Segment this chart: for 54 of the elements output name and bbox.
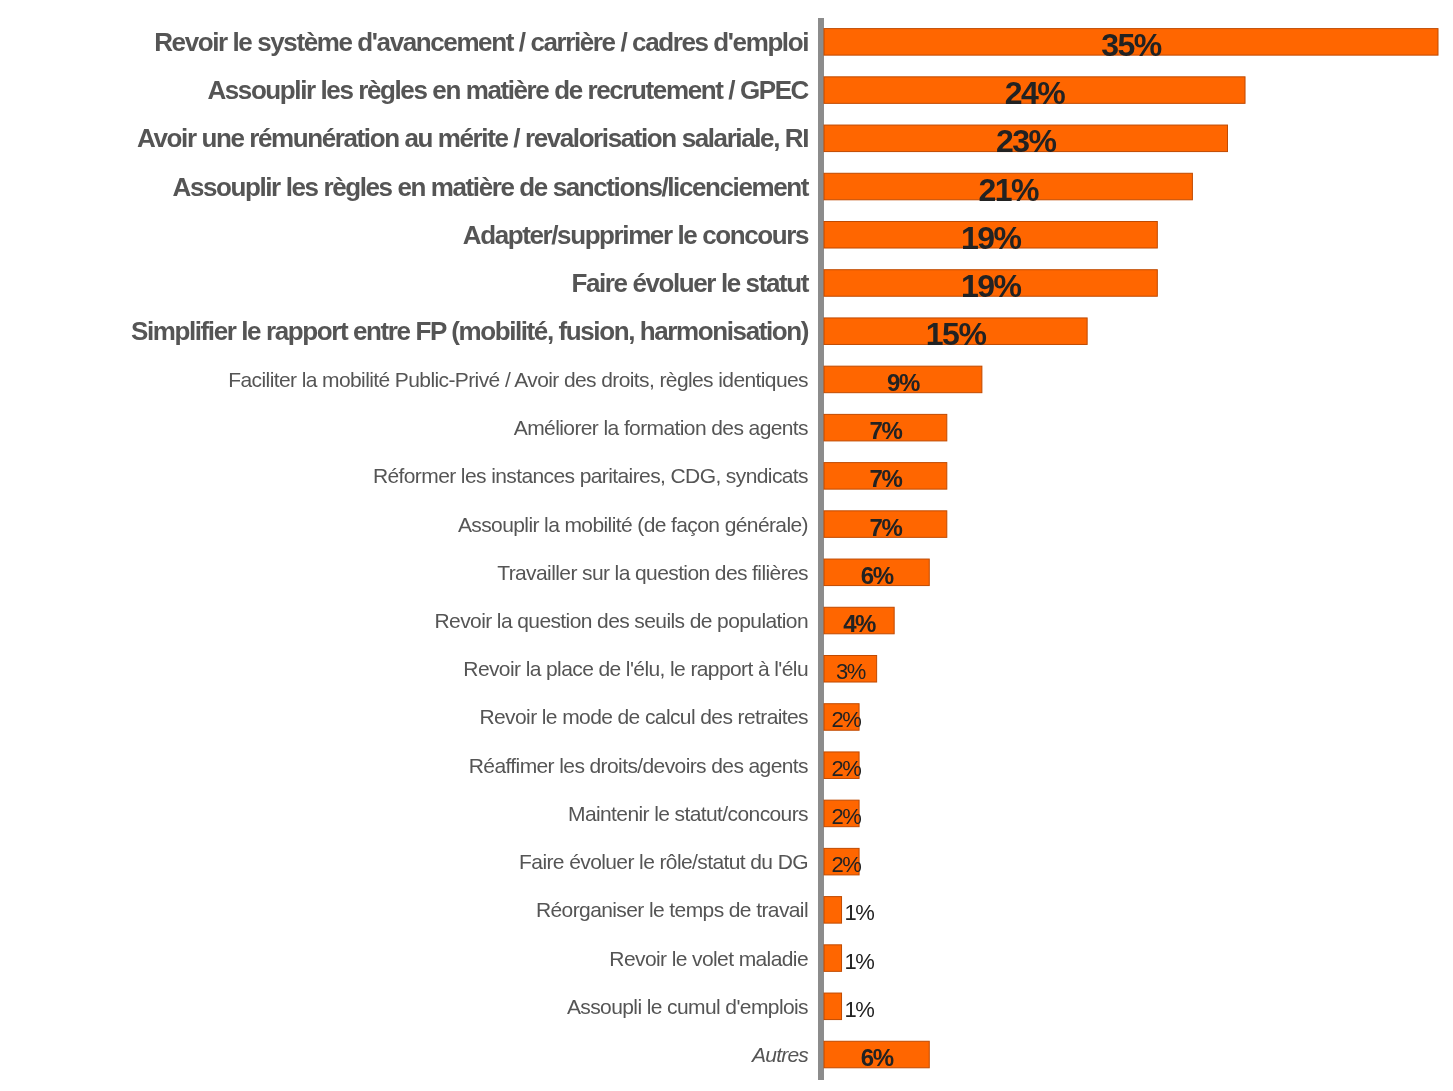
data-label: 3% bbox=[835, 659, 866, 685]
y-tick-label: Assoupli le cumul d'emplois bbox=[566, 994, 809, 1018]
bar bbox=[823, 944, 843, 972]
bar bbox=[823, 510, 948, 538]
y-tick-label: Revoir la place de l'élu, le rapport à l'élu bbox=[463, 657, 808, 681]
y-tick-label: Faire évoluer le rôle/statut du DG bbox=[519, 850, 808, 874]
y-tick-label: Adapter/supprimer le concours bbox=[462, 219, 809, 250]
bar bbox=[823, 896, 843, 924]
y-tick-label: Assouplir les règles en matière de sanctions/licenciement bbox=[172, 171, 810, 202]
bar bbox=[823, 28, 1439, 56]
y-tick-label: Assouplir la mobilité (de façon générale) bbox=[457, 512, 808, 536]
data-label: 15% bbox=[925, 316, 987, 353]
y-tick-label: Simplifier le rapport entre FP (mobilité, fusion, harmonisation) bbox=[130, 316, 809, 347]
y-tick-label: Autres bbox=[750, 1043, 810, 1067]
bar bbox=[823, 124, 1228, 153]
bar bbox=[823, 76, 1246, 104]
data-label: 21% bbox=[978, 171, 1040, 208]
y-tick-label: Revoir le volet maladie bbox=[609, 946, 808, 970]
y-tick-label: Faciliter la mobilité Public-Privé / Avoir des droits, règles identiques bbox=[228, 367, 809, 391]
y-tick-label: Maintenir le statut/concours bbox=[568, 801, 809, 825]
y-tick-label: Améliorer la formation des agents bbox=[513, 416, 809, 440]
y-tick-label: Faire évoluer le statut bbox=[571, 267, 810, 298]
y-tick-label: Revoir le mode de calcul des retraites bbox=[479, 705, 809, 729]
bar bbox=[823, 269, 1158, 297]
data-label: 7% bbox=[869, 465, 903, 493]
data-label: 24% bbox=[1004, 75, 1066, 112]
y-tick-label: Revoir le système d'avancement / carrière / cadres d'emploi bbox=[154, 26, 809, 57]
data-label: 1% bbox=[844, 900, 875, 926]
data-label: 19% bbox=[960, 267, 1022, 304]
bar bbox=[823, 992, 843, 1021]
data-label: 7% bbox=[869, 417, 903, 445]
data-label: 7% bbox=[869, 513, 903, 541]
y-tick-label: Travailler sur la question des filières bbox=[497, 560, 809, 584]
data-label: 19% bbox=[960, 219, 1022, 256]
bar bbox=[823, 317, 1088, 345]
data-label: 9% bbox=[887, 368, 920, 396]
bar bbox=[823, 172, 1193, 201]
y-tick-label: Avoir une rémunération au mérite / revalorisation salariale, RI bbox=[137, 123, 809, 154]
bar bbox=[823, 462, 948, 490]
bar bbox=[823, 413, 948, 442]
y-tick-label: Réaffimer les droits/devoirs des agents bbox=[468, 753, 809, 777]
data-label: 6% bbox=[860, 1044, 894, 1072]
data-label: 1% bbox=[844, 996, 875, 1022]
data-label: 6% bbox=[860, 561, 894, 589]
data-label: 35% bbox=[1101, 26, 1162, 63]
y-tick-label: Réorganiser le temps de travail bbox=[535, 898, 808, 922]
y-tick-label: Assouplir les règles en matière de recrutement / GPEC bbox=[207, 75, 810, 106]
data-label: 1% bbox=[844, 948, 875, 974]
data-label: 23% bbox=[995, 123, 1057, 160]
bar bbox=[823, 221, 1158, 249]
y-tick-label: Revoir la question des seuils de population bbox=[434, 609, 808, 633]
data-label: 4% bbox=[843, 610, 877, 638]
y-tick-label: Réformer les instances paritaires, CDG, syndicats bbox=[372, 464, 809, 488]
bar bbox=[823, 365, 983, 394]
